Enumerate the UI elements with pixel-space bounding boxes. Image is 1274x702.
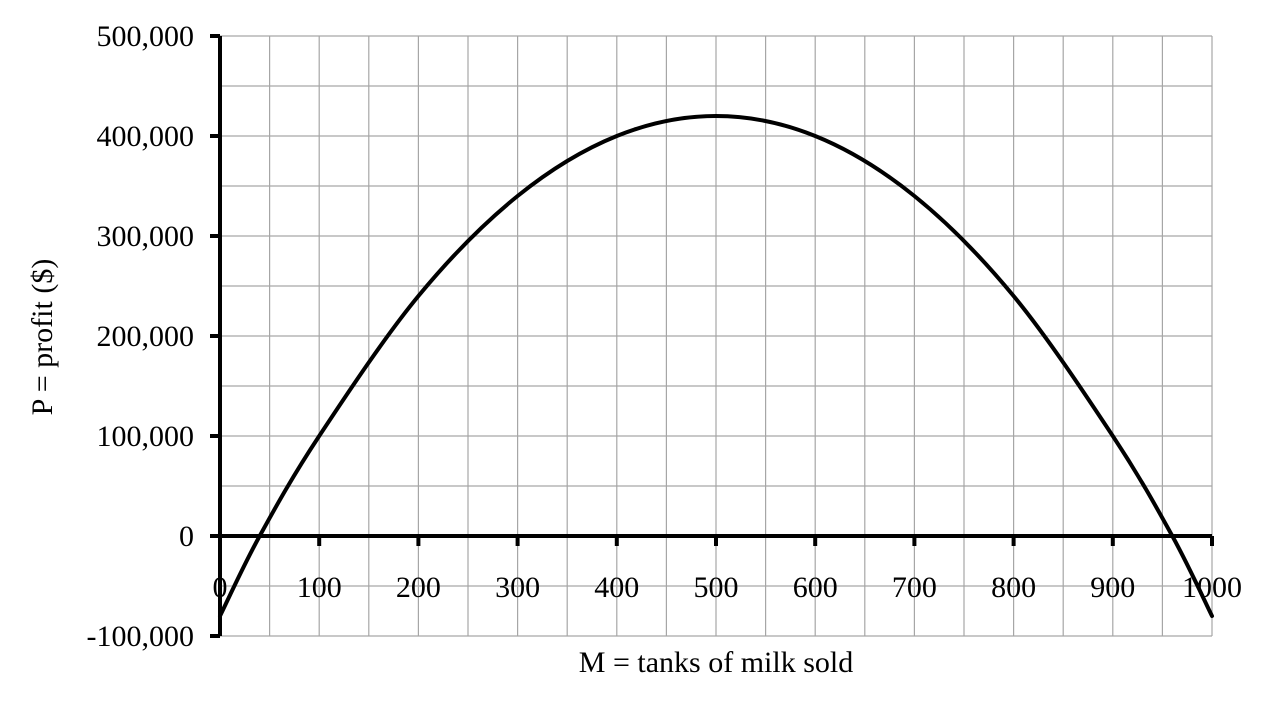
x-tick-label: 100	[297, 571, 342, 604]
x-tick-label: 200	[396, 571, 441, 604]
ticks	[210, 34, 1214, 638]
x-axis-title: M = tanks of milk sold	[579, 646, 853, 679]
tick-labels: -100,000 0 100,000 200,000 300,000 400,000 500…	[87, 20, 1243, 653]
x-tick-label: 1000	[1182, 571, 1242, 604]
profit-curve	[218, 114, 1214, 618]
y-tick-label: 400,000	[97, 120, 195, 153]
x-tick-label: 300	[495, 571, 540, 604]
x-tick-label: 800	[991, 571, 1036, 604]
y-tick-label: 300,000	[97, 220, 195, 253]
y-tick-label: -100,000	[87, 620, 195, 653]
y-tick-label: 200,000	[97, 320, 195, 353]
plot-area	[218, 114, 1214, 618]
x-tick-label: 500	[694, 571, 739, 604]
x-tick-label: 700	[892, 571, 937, 604]
y-tick-label: 100,000	[97, 420, 195, 453]
x-tick-label: 600	[793, 571, 838, 604]
x-tick-label: 400	[594, 571, 639, 604]
y-axis-title: P = profit ($)	[26, 259, 59, 416]
x-tick-label: 0	[213, 571, 228, 604]
y-tick-label: 0	[179, 520, 194, 553]
x-tick-label: 900	[1090, 571, 1135, 604]
y-tick-label: 500,000	[97, 20, 195, 53]
